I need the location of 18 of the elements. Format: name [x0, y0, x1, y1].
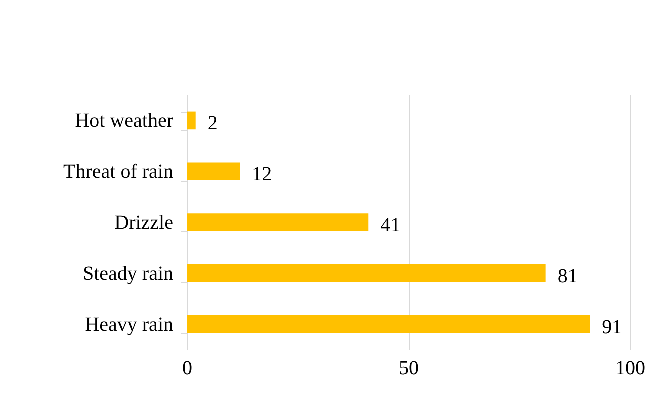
y-tick-label: Drizzle [114, 212, 174, 234]
y-tick-label: Heavy rain [85, 314, 174, 336]
bar [187, 112, 196, 130]
bar [187, 264, 546, 282]
x-tick-label: 0 [182, 358, 192, 380]
y-tick-label: Hot weather [75, 110, 174, 132]
data-label: 41 [380, 214, 401, 236]
data-label: 91 [602, 316, 622, 338]
bar [187, 214, 369, 232]
data-label: 12 [252, 164, 272, 186]
y-tick-label: Threat of rain [64, 161, 174, 184]
bar [187, 315, 590, 334]
bar [187, 162, 240, 181]
data-label: 2 [208, 112, 218, 135]
x-tick-label: 50 [399, 358, 419, 380]
data-label: 81 [558, 265, 578, 288]
x-tick-label: 100 [616, 358, 646, 380]
y-tick-label: Steady rain [82, 262, 174, 285]
